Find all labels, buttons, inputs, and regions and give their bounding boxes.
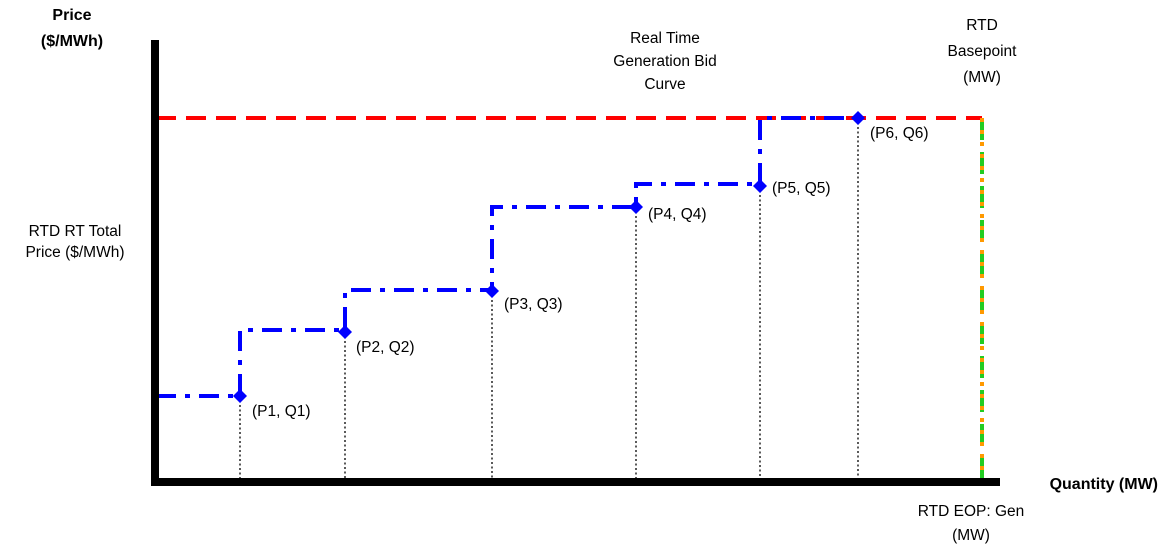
- point-label-5: (P5, Q5): [772, 180, 831, 197]
- drop-lines: [239, 118, 859, 482]
- rt-price-label-line-2: Price ($/MWh): [25, 244, 124, 261]
- point-label-2: (P2, Q2): [356, 339, 415, 356]
- basepoint-label-line-2: Basepoint: [948, 43, 1018, 60]
- point-marker-1: [233, 389, 247, 403]
- point-label-4: (P4, Q4): [648, 206, 707, 223]
- point-marker-5: [753, 179, 767, 193]
- point-marker-3: [485, 284, 499, 298]
- point-marker-6: [851, 111, 865, 125]
- point-label-3: (P3, Q3): [504, 296, 563, 313]
- point-marker-4: [629, 200, 643, 214]
- curve-label-line-3: Curve: [644, 76, 685, 93]
- eop-label-line-2: (MW): [952, 527, 990, 544]
- eop-label-line-1: RTD EOP: Gen: [918, 503, 1025, 520]
- point-label-1: (P1, Q1): [252, 403, 311, 420]
- y-axis-label-line-2: ($/MWh): [41, 33, 103, 50]
- curve-label-line-1: Real Time: [630, 30, 700, 47]
- generation-bid-curve: [156, 116, 858, 398]
- rt-price-label-line-1: RTD RT Total: [29, 223, 122, 240]
- basepoint-label-line-1: RTD: [966, 17, 998, 34]
- curve-label-line-2: Generation Bid: [613, 53, 716, 70]
- y-axis-label-line-1: Price: [52, 7, 91, 24]
- x-axis-label: Quantity (MW): [1050, 476, 1158, 493]
- point-label-6: (P6, Q6): [870, 125, 929, 142]
- point-markers: [233, 111, 865, 403]
- point-marker-2: [338, 325, 352, 339]
- basepoint-label-line-3: (MW): [963, 69, 1001, 86]
